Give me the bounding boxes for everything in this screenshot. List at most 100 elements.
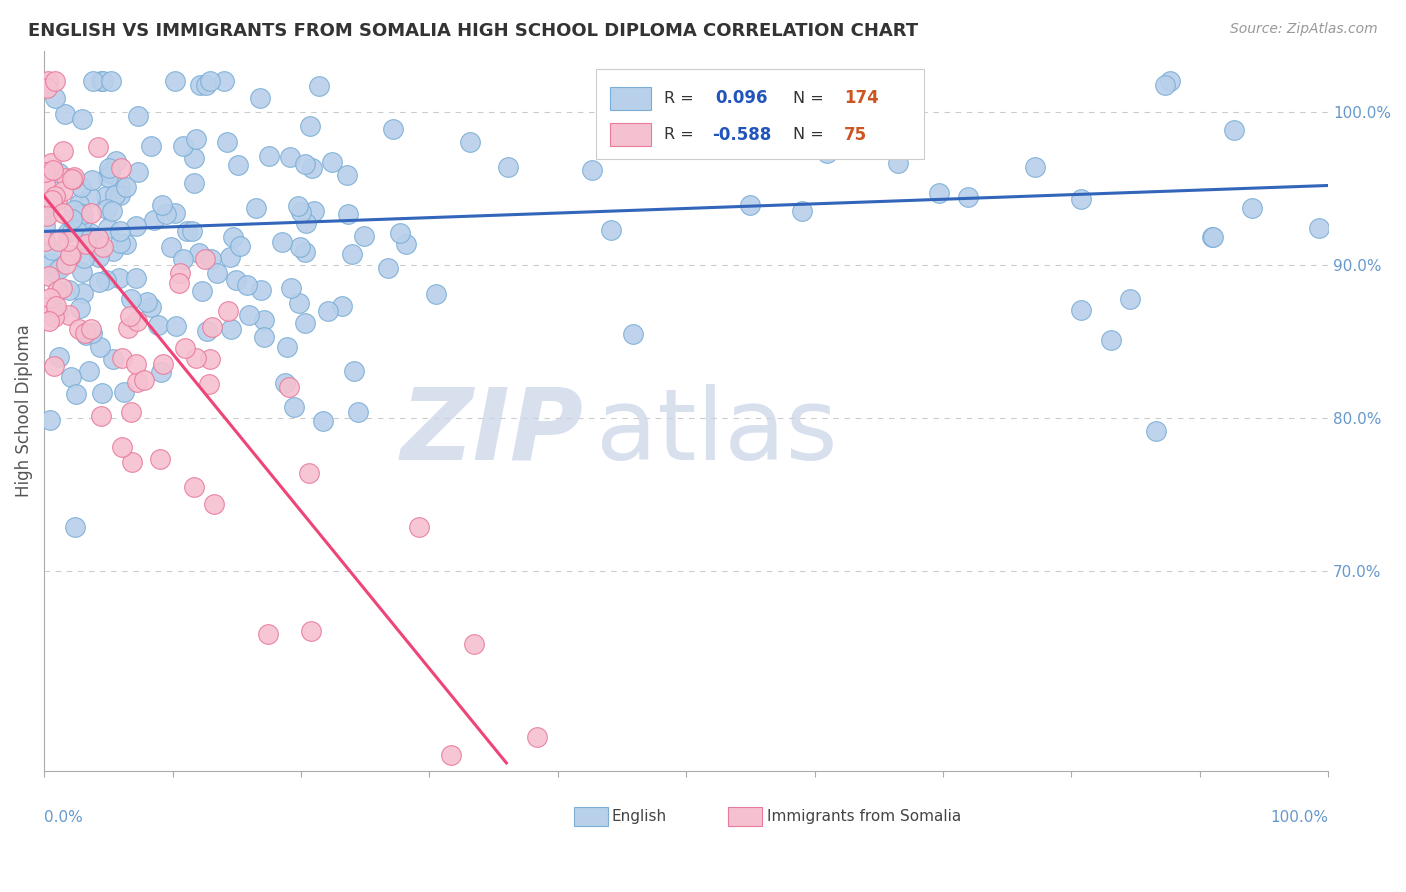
Point bbox=[181, 224, 204, 238]
Point bbox=[112, 385, 135, 400]
Point bbox=[110, 235, 132, 250]
Point bbox=[90, 74, 112, 88]
Point bbox=[408, 520, 430, 534]
Point bbox=[1153, 78, 1175, 92]
Point bbox=[1118, 292, 1140, 306]
Point bbox=[343, 364, 366, 378]
Point bbox=[165, 318, 187, 333]
Point bbox=[80, 326, 103, 340]
Point bbox=[58, 283, 80, 297]
Point bbox=[288, 240, 311, 254]
Point bbox=[176, 224, 198, 238]
Point bbox=[149, 452, 172, 467]
Point bbox=[141, 138, 163, 153]
Text: 0.096: 0.096 bbox=[716, 89, 768, 107]
Point bbox=[226, 158, 249, 172]
Point bbox=[127, 109, 149, 123]
Point bbox=[72, 207, 94, 221]
Point bbox=[321, 154, 343, 169]
Point bbox=[41, 195, 63, 210]
Point bbox=[169, 266, 191, 280]
Point bbox=[103, 244, 125, 259]
Point bbox=[80, 230, 103, 244]
Point bbox=[100, 74, 122, 88]
Point bbox=[125, 219, 148, 233]
Text: -0.588: -0.588 bbox=[711, 126, 770, 144]
Point bbox=[87, 250, 110, 264]
Point bbox=[298, 119, 321, 133]
Point bbox=[245, 202, 267, 216]
Point bbox=[136, 295, 159, 310]
Point bbox=[41, 243, 63, 257]
Point bbox=[1308, 221, 1330, 235]
Point bbox=[117, 320, 139, 334]
Point bbox=[38, 269, 60, 284]
Point bbox=[110, 161, 132, 175]
Point bbox=[198, 376, 221, 391]
Point bbox=[91, 239, 114, 253]
Point bbox=[463, 637, 485, 651]
Point bbox=[191, 285, 214, 299]
Point bbox=[45, 284, 67, 298]
Point bbox=[120, 293, 142, 307]
Point bbox=[253, 330, 276, 344]
FancyBboxPatch shape bbox=[728, 807, 762, 826]
Point bbox=[600, 223, 623, 237]
Point bbox=[41, 193, 63, 207]
Point bbox=[581, 162, 603, 177]
Point bbox=[146, 318, 169, 333]
Point bbox=[287, 296, 309, 310]
Point bbox=[79, 226, 101, 240]
Point bbox=[150, 198, 173, 212]
Text: ENGLISH VS IMMIGRANTS FROM SOMALIA HIGH SCHOOL DIPLOMA CORRELATION CHART: ENGLISH VS IMMIGRANTS FROM SOMALIA HIGH … bbox=[28, 22, 918, 40]
Point bbox=[73, 251, 96, 265]
Point bbox=[63, 170, 86, 185]
Point bbox=[201, 319, 224, 334]
Point bbox=[38, 291, 60, 305]
Point bbox=[90, 409, 112, 424]
Point bbox=[1070, 193, 1092, 207]
Point bbox=[46, 193, 69, 207]
Point bbox=[44, 189, 66, 203]
Point bbox=[458, 135, 481, 149]
Point bbox=[46, 304, 69, 318]
Point bbox=[80, 206, 103, 220]
Point bbox=[114, 237, 136, 252]
Point bbox=[60, 212, 83, 227]
Point bbox=[35, 200, 58, 214]
Point bbox=[194, 252, 217, 267]
Point bbox=[125, 313, 148, 327]
Point bbox=[97, 166, 120, 180]
Point bbox=[188, 78, 211, 92]
Point bbox=[120, 405, 142, 419]
Point bbox=[44, 74, 66, 88]
Point bbox=[440, 748, 463, 763]
Point bbox=[278, 380, 301, 394]
Point bbox=[59, 370, 82, 384]
Point bbox=[98, 164, 121, 178]
Point bbox=[67, 197, 90, 211]
Point bbox=[35, 81, 58, 95]
Point bbox=[59, 248, 82, 262]
Point bbox=[37, 209, 59, 223]
Point bbox=[56, 234, 79, 248]
Point bbox=[172, 252, 194, 267]
Point bbox=[39, 155, 62, 169]
Point bbox=[107, 270, 129, 285]
FancyBboxPatch shape bbox=[575, 807, 607, 826]
Point bbox=[111, 351, 134, 365]
Point bbox=[63, 203, 86, 218]
Point bbox=[425, 287, 447, 301]
Point bbox=[127, 376, 149, 390]
Point bbox=[124, 358, 146, 372]
Point bbox=[280, 150, 302, 164]
Point bbox=[165, 206, 187, 220]
Point bbox=[198, 351, 221, 366]
Point bbox=[330, 299, 353, 313]
Point bbox=[51, 145, 73, 159]
Point bbox=[143, 212, 166, 227]
Point bbox=[738, 198, 761, 212]
Point bbox=[58, 308, 80, 322]
Text: 0.0%: 0.0% bbox=[44, 810, 83, 825]
Point bbox=[90, 386, 112, 401]
